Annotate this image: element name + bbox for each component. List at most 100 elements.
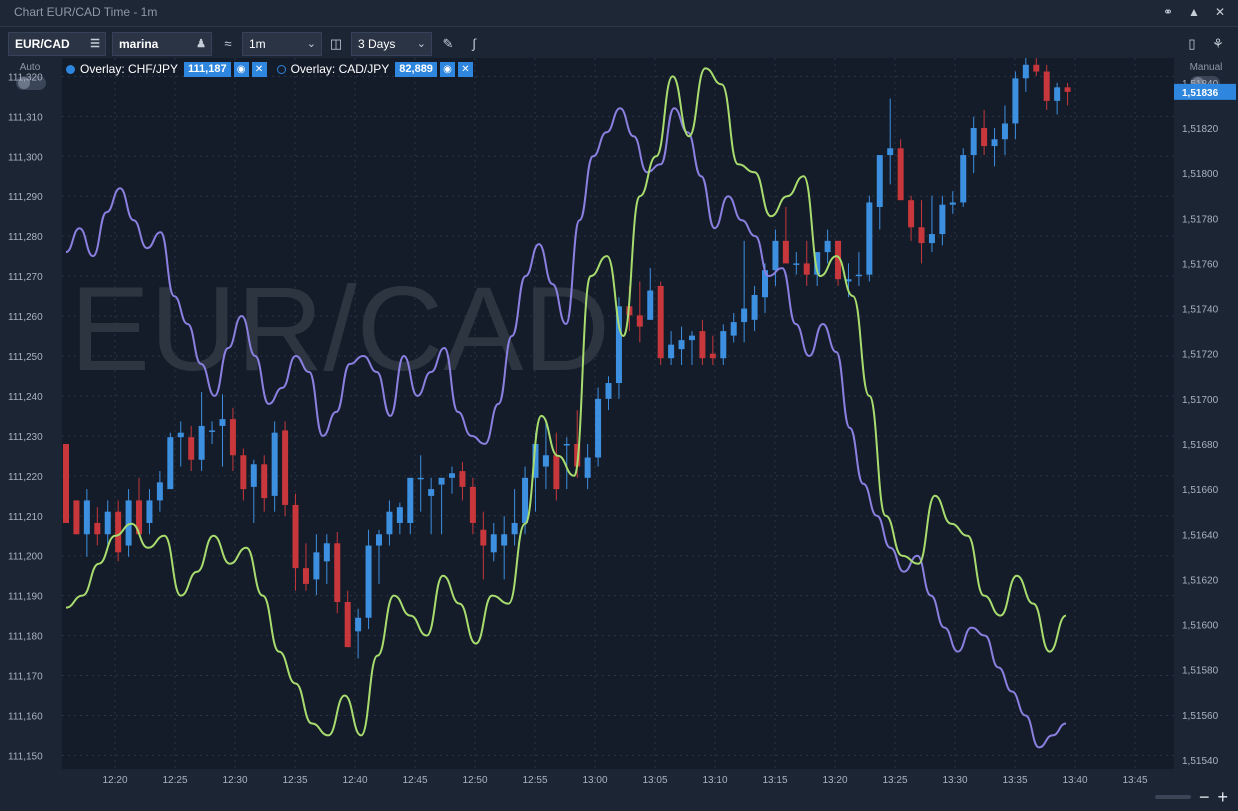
- overlay-value: 82,889: [395, 61, 437, 77]
- candle-body: [960, 155, 967, 203]
- time-tick-label: 12:30: [222, 775, 247, 786]
- candle-body: [991, 139, 998, 147]
- dot-filled-icon: [66, 64, 75, 74]
- chart-toolbar: EUR/CAD ☰ marina ♟ ≈ 1m ⌄ ◫ 3 Days ⌄ ✎ ∫…: [0, 30, 1238, 58]
- candle-body: [334, 543, 341, 602]
- account-label: marina: [119, 37, 159, 51]
- range-select[interactable]: 3 Days ⌄: [351, 32, 432, 56]
- candle-body: [271, 432, 278, 496]
- timeframe-select[interactable]: 1m ⌄: [242, 32, 322, 56]
- left-tick-label: 111,170: [8, 672, 43, 683]
- window-titlebar: Chart EUR/CAD Time - 1m ⚭ ▲ ✕: [0, 0, 1238, 27]
- time-tick-label: 13:15: [762, 775, 787, 786]
- left-tick-label: 111,230: [8, 432, 43, 443]
- left-scale-panel: Auto: [0, 60, 60, 810]
- cadjpy-overlay-line: [65, 67, 1067, 737]
- candle-body: [803, 263, 810, 275]
- left-tick-label: 111,300: [8, 152, 43, 163]
- left-tick-label: 111,290: [8, 192, 43, 203]
- candle-body: [928, 234, 935, 244]
- zoom-in-icon[interactable]: +: [1217, 787, 1228, 807]
- candle-body: [449, 473, 456, 478]
- candle-body: [730, 322, 737, 336]
- eye-icon[interactable]: ◉: [233, 61, 249, 77]
- eye-icon[interactable]: ◉: [439, 61, 455, 77]
- pin-icon[interactable]: ▲: [1188, 5, 1200, 19]
- chart-area[interactable]: EUR/CAD: [62, 48, 1174, 769]
- right-tick-label: 1,51580: [1182, 666, 1219, 677]
- left-tick-label: 111,150: [8, 751, 43, 762]
- right-tick-label: 1,51680: [1182, 440, 1219, 451]
- candle-body: [908, 200, 915, 228]
- list-icon[interactable]: ☰: [90, 38, 100, 50]
- candle-body: [522, 477, 529, 523]
- candle-body: [417, 477, 424, 480]
- candle-body: [1012, 78, 1019, 124]
- draw-pencil-icon[interactable]: ✎: [442, 36, 454, 51]
- window-title: Chart EUR/CAD Time - 1m: [14, 5, 158, 19]
- right-tick-label: 1,51820: [1182, 124, 1219, 135]
- overlay-legend: Overlay: CHF/JPY 111,187 ◉ ✕ Overlay: CA…: [62, 59, 479, 79]
- time-tick-label: 13:10: [702, 775, 727, 786]
- price-chart: EUR/CAD: [62, 48, 1174, 769]
- account-selector[interactable]: marina ♟: [112, 32, 212, 56]
- close-icon[interactable]: ✕: [251, 61, 267, 77]
- zoom-scrollbar[interactable]: [1154, 795, 1191, 799]
- candle-body: [501, 534, 508, 546]
- candle-body: [542, 455, 549, 467]
- time-tick-label: 13:30: [942, 775, 967, 786]
- candle-body: [386, 511, 393, 535]
- right-tick-label: 1,51700: [1182, 395, 1219, 406]
- right-tick-label: 1,51620: [1182, 575, 1219, 586]
- chfjpy-overlay-line: [65, 107, 1067, 749]
- candle-body: [146, 500, 153, 523]
- right-tick-label: 1,51760: [1182, 259, 1219, 270]
- mobile-icon[interactable]: ▯: [1188, 36, 1196, 51]
- overlay-label: Overlay: CAD/JPY: [290, 62, 390, 76]
- candle-body: [313, 552, 320, 580]
- candle-body: [678, 340, 685, 350]
- left-tick-label: 111,260: [8, 312, 43, 323]
- candle-body: [605, 383, 612, 399]
- candle-body: [209, 430, 216, 432]
- right-tick-label: 1,51560: [1182, 711, 1219, 722]
- left-tick-label: 111,180: [8, 632, 43, 643]
- left-tick-label: 111,220: [8, 472, 43, 483]
- left-tick-label: 111,280: [8, 232, 43, 243]
- current-price-badge: [1174, 83, 1236, 100]
- candle-body: [762, 270, 769, 298]
- candle-body: [83, 500, 90, 535]
- candle-body: [177, 432, 184, 438]
- candle-body: [261, 464, 268, 499]
- close-icon[interactable]: ✕: [457, 61, 473, 77]
- timeframe-value: 1m: [249, 37, 266, 51]
- auto-scale-toggle[interactable]: [16, 76, 46, 90]
- indicators-icon[interactable]: ∫: [472, 36, 476, 51]
- user-list-icon[interactable]: ♟: [196, 38, 206, 50]
- time-tick-label: 13:45: [1122, 775, 1147, 786]
- close-icon[interactable]: ✕: [1214, 5, 1226, 19]
- symbol-label: EUR/CAD: [15, 37, 70, 51]
- candle-body: [365, 545, 372, 618]
- candles-icon[interactable]: ◫: [329, 36, 343, 51]
- candle-body: [835, 240, 842, 280]
- cart-icon[interactable]: ⚘: [1212, 36, 1224, 51]
- grid: [62, 58, 1174, 769]
- candle-body: [814, 252, 821, 275]
- link-icon[interactable]: ⚭: [1162, 5, 1174, 19]
- chart-type-icon[interactable]: ≈: [224, 36, 232, 51]
- left-tick-label: 111,210: [8, 512, 43, 523]
- current-price-label: 1,51836: [1182, 88, 1219, 99]
- candle-body: [532, 443, 539, 478]
- left-tick-label: 111,310: [8, 112, 43, 123]
- candle-body: [188, 437, 195, 460]
- right-tick-label: 1,51780: [1182, 214, 1219, 225]
- zoom-out-icon[interactable]: −: [1198, 787, 1210, 807]
- candle-body: [866, 202, 873, 275]
- candle-body: [250, 464, 257, 487]
- candle-body: [490, 534, 497, 553]
- manual-label: Manual: [1189, 62, 1223, 73]
- time-tick-label: 13:00: [582, 775, 607, 786]
- symbol-selector[interactable]: EUR/CAD ☰: [8, 32, 106, 56]
- candle-body: [125, 500, 132, 546]
